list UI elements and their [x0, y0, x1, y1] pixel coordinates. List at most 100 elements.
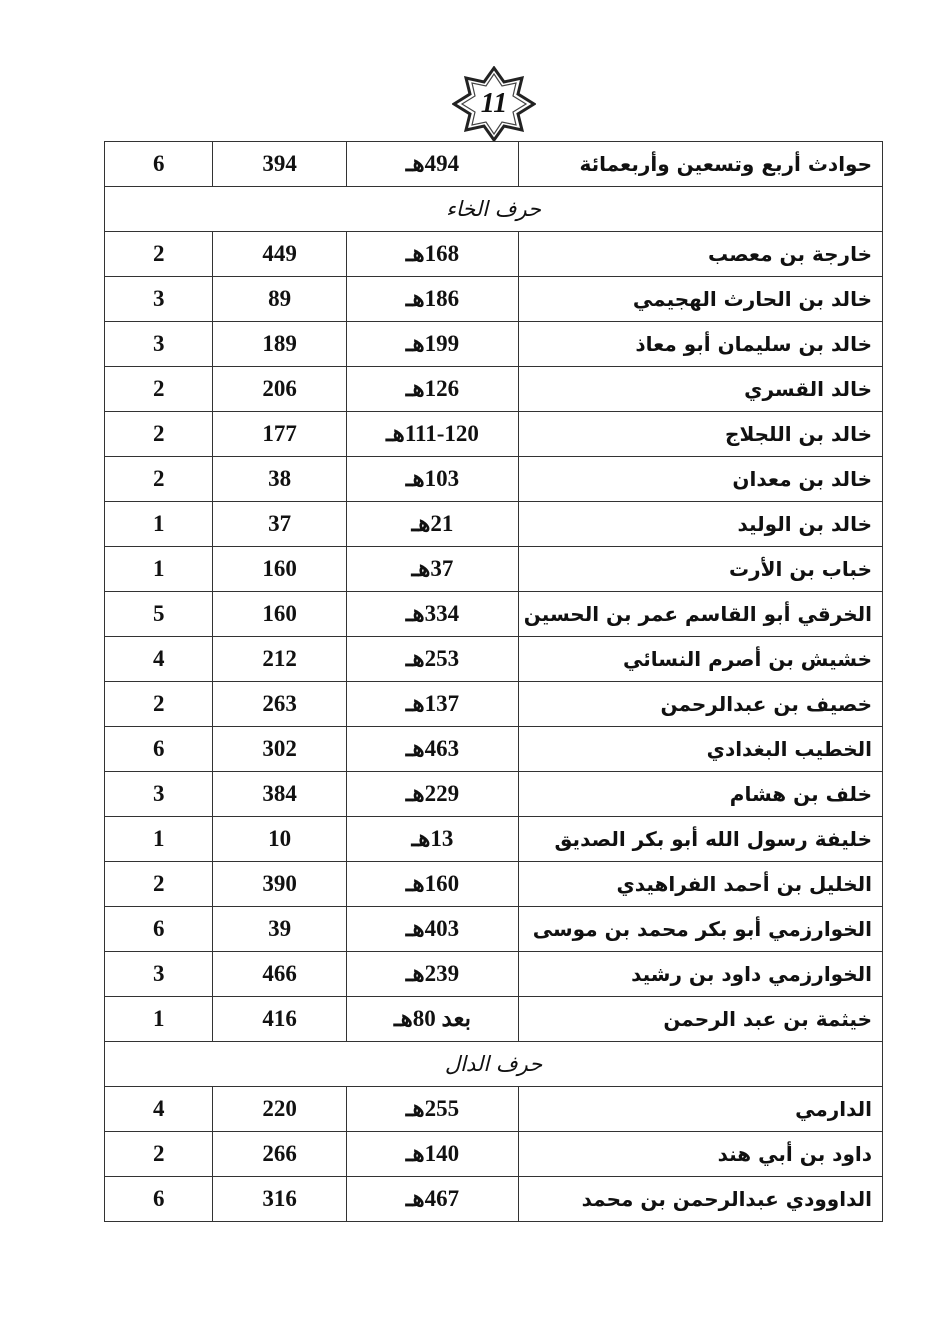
entry-name: الخرقي أبو القاسم عمر بن الحسين: [517, 591, 884, 637]
volume-ref: 5: [103, 591, 214, 637]
page-ref: 316: [212, 1176, 347, 1222]
volume-ref: 4: [103, 636, 214, 682]
entry-name: خصيف بن عبدالرحمن: [517, 681, 884, 727]
death-date: بعد 80هـ: [345, 996, 519, 1042]
table-row: خالد بن سليمان أبو معاذ 199هـ 189 3: [103, 321, 884, 367]
table-row: خالد القسري 126هـ 206 2: [103, 366, 884, 412]
death-date: 13هـ: [345, 816, 519, 862]
page-number-badge: 11: [452, 66, 536, 142]
section-header-row: حرف الخاء: [104, 186, 883, 232]
page-ref: 160: [212, 591, 347, 637]
page-ref: 38: [212, 456, 347, 502]
death-date: 403هـ: [345, 906, 519, 952]
volume-ref: 1: [103, 546, 214, 592]
page-ref: 220: [212, 1086, 347, 1132]
table-row: الداوودي عبدالرحمن بن محمد 467هـ 316 6: [103, 1176, 884, 1222]
death-date: 494هـ: [345, 141, 519, 187]
entry-name: خالد بن اللجلاج: [517, 411, 884, 457]
entry-name: خارجة بن معصب: [517, 231, 884, 277]
volume-ref: 2: [103, 411, 214, 457]
table-row: خشيش بن أصرم النسائي 253هـ 212 4: [103, 636, 884, 682]
death-date: 140هـ: [345, 1131, 519, 1177]
table-row: الخليل بن أحمد الفراهيدي 160هـ 390 2: [103, 861, 884, 907]
octagram-frame-icon: [452, 66, 536, 142]
entry-name: الدارمي: [517, 1086, 884, 1132]
page-ref: 37: [212, 501, 347, 547]
death-date: 253هـ: [345, 636, 519, 682]
volume-ref: 6: [103, 726, 214, 772]
page-ref: 266: [212, 1131, 347, 1177]
death-date: 463هـ: [345, 726, 519, 772]
entry-name: الخوارزمي داود بن رشيد: [517, 951, 884, 997]
entry-name: خالد بن معدان: [517, 456, 884, 502]
entry-name: داود بن أبي هند: [517, 1131, 884, 1177]
entry-name: خيثمة بن عبد الرحمن: [517, 996, 884, 1042]
table-row: الخرقي أبو القاسم عمر بن الحسين 334هـ 160 5: [103, 591, 884, 637]
table-row: الخوارزمي داود بن رشيد 239هـ 466 3: [103, 951, 884, 997]
table-row: خليفة رسول الله أبو بكر الصديق 13هـ 10 1: [103, 816, 884, 862]
table-row: خالد بن الحارث الهجيمي 186هـ 89 3: [103, 276, 884, 322]
entry-name: خباب بن الأرت: [517, 546, 884, 592]
entry-name: خشيش بن أصرم النسائي: [517, 636, 884, 682]
entry-name: الخطيب البغدادي: [517, 726, 884, 772]
death-date: 467هـ: [345, 1176, 519, 1222]
table-row: الدارمي 255هـ 220 4: [103, 1086, 884, 1132]
table-row: خباب بن الأرت 37هـ 160 1: [103, 546, 884, 592]
table-row: حوادث أربع وتسعين وأربعمائة 494هـ 394 6: [103, 141, 884, 187]
volume-ref: 3: [103, 321, 214, 367]
volume-ref: 2: [103, 456, 214, 502]
page-ref: 89: [212, 276, 347, 322]
index-table: حوادث أربع وتسعين وأربعمائة 494هـ 394 6 حرف …: [103, 141, 884, 1222]
death-date: 21هـ: [345, 501, 519, 547]
death-date: 103هـ: [345, 456, 519, 502]
volume-ref: 2: [103, 231, 214, 277]
page-ref: 263: [212, 681, 347, 727]
table-row: خصيف بن عبدالرحمن 137هـ 263 2: [103, 681, 884, 727]
table-row: خالد بن اللجلاج 111-120هـ 177 2: [103, 411, 884, 457]
section-header-row: حرف الدال: [104, 1041, 883, 1087]
volume-ref: 6: [103, 141, 214, 187]
page-ref: 416: [212, 996, 347, 1042]
entry-name: الخوارزمي أبو بكر محمد بن موسى: [517, 906, 884, 952]
page-number: 11: [480, 88, 508, 119]
volume-ref: 6: [103, 1176, 214, 1222]
page-ref: 206: [212, 366, 347, 412]
death-date: 37هـ: [345, 546, 519, 592]
page-ref: 39: [212, 906, 347, 952]
page-ref: 390: [212, 861, 347, 907]
page-ref: 189: [212, 321, 347, 367]
volume-ref: 1: [103, 996, 214, 1042]
page-ref: 177: [212, 411, 347, 457]
table-row: خلف بن هشام 229هـ 384 3: [103, 771, 884, 817]
death-date: 168هـ: [345, 231, 519, 277]
death-date: 229هـ: [345, 771, 519, 817]
page-ref: 394: [212, 141, 347, 187]
death-date: 160هـ: [345, 861, 519, 907]
volume-ref: 2: [103, 861, 214, 907]
page-ref: 302: [212, 726, 347, 772]
death-date: 186هـ: [345, 276, 519, 322]
entry-name: خلف بن هشام: [517, 771, 884, 817]
death-date: 239هـ: [345, 951, 519, 997]
volume-ref: 3: [103, 276, 214, 322]
entry-name: خليفة رسول الله أبو بكر الصديق: [517, 816, 884, 862]
death-date: 334هـ: [345, 591, 519, 637]
section-title: حرف الدال: [104, 1041, 883, 1087]
page-ref: 10: [212, 816, 347, 862]
page-ref: 384: [212, 771, 347, 817]
entry-name: خالد بن الحارث الهجيمي: [517, 276, 884, 322]
table-row: خالد بن الوليد 21هـ 37 1: [103, 501, 884, 547]
page-ref: 212: [212, 636, 347, 682]
table-row: الخوارزمي أبو بكر محمد بن موسى 403هـ 39 6: [103, 906, 884, 952]
volume-ref: 2: [103, 681, 214, 727]
death-date: 111-120هـ: [345, 411, 519, 457]
death-date: 199هـ: [345, 321, 519, 367]
entry-name: خالد بن سليمان أبو معاذ: [517, 321, 884, 367]
entry-name: خالد القسري: [517, 366, 884, 412]
entry-name: الداوودي عبدالرحمن بن محمد: [517, 1176, 884, 1222]
entry-name: خالد بن الوليد: [517, 501, 884, 547]
volume-ref: 3: [103, 951, 214, 997]
section-title: حرف الخاء: [104, 186, 883, 232]
table-row: خالد بن معدان 103هـ 38 2: [103, 456, 884, 502]
page-ref: 160: [212, 546, 347, 592]
